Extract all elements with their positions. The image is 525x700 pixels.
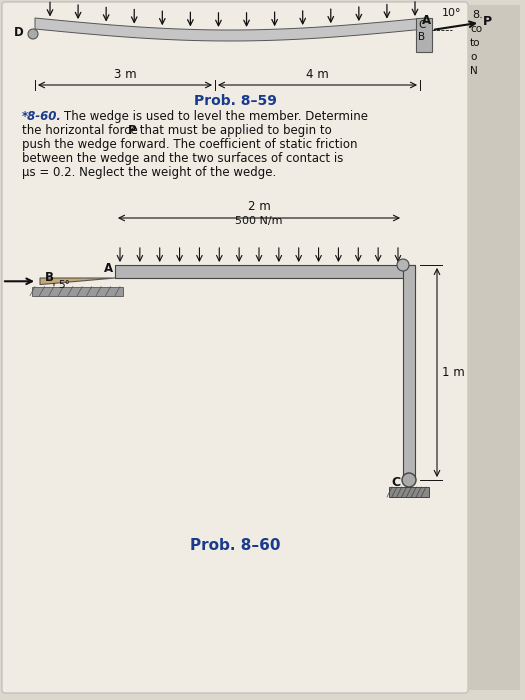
Text: push the wedge forward. The coefficient of static friction: push the wedge forward. The coefficient …	[22, 138, 358, 151]
Text: 8.: 8.	[472, 10, 483, 20]
Text: C: C	[418, 20, 425, 30]
Text: *8-60.: *8-60.	[22, 110, 62, 123]
Text: μs = 0.2. Neglect the weight of the wedge.: μs = 0.2. Neglect the weight of the wedg…	[22, 166, 276, 179]
Text: the horizontal force: the horizontal force	[22, 124, 142, 137]
Text: B: B	[418, 32, 425, 42]
Text: 1 m: 1 m	[442, 366, 465, 379]
Text: B: B	[45, 271, 54, 284]
Text: 500 N/m: 500 N/m	[235, 216, 283, 226]
Text: A: A	[422, 14, 431, 27]
Circle shape	[397, 259, 409, 271]
Text: Prob. 8–60: Prob. 8–60	[190, 538, 280, 553]
Circle shape	[28, 29, 38, 39]
Bar	[403, 265, 415, 480]
Polygon shape	[40, 278, 115, 285]
Text: o: o	[470, 52, 476, 62]
Bar	[389, 487, 429, 497]
Bar	[468, 5, 520, 690]
Text: 5°: 5°	[58, 279, 70, 290]
Text: 4 m: 4 m	[306, 68, 328, 81]
Text: between the wedge and the two surfaces of contact is: between the wedge and the two surfaces o…	[22, 152, 343, 165]
Text: The wedge is used to level the member. Determine: The wedge is used to level the member. D…	[64, 110, 368, 123]
Text: D: D	[14, 27, 24, 39]
Text: P: P	[128, 124, 136, 137]
Text: N: N	[470, 66, 478, 76]
Text: Prob. 8–59: Prob. 8–59	[194, 94, 277, 108]
Circle shape	[402, 473, 416, 487]
Text: that must be applied to begin to: that must be applied to begin to	[136, 124, 332, 137]
Text: 2 m: 2 m	[248, 200, 270, 213]
Text: C: C	[391, 475, 400, 489]
Text: 10°: 10°	[442, 8, 461, 18]
Text: P: P	[483, 15, 492, 28]
Text: co: co	[470, 24, 482, 34]
Bar	[115, 265, 415, 278]
Text: A: A	[104, 262, 113, 275]
Text: to: to	[470, 38, 480, 48]
Bar	[416, 18, 432, 52]
Text: 3 m: 3 m	[114, 68, 136, 81]
Polygon shape	[35, 18, 425, 41]
Bar	[32, 286, 123, 295]
FancyBboxPatch shape	[2, 2, 468, 693]
